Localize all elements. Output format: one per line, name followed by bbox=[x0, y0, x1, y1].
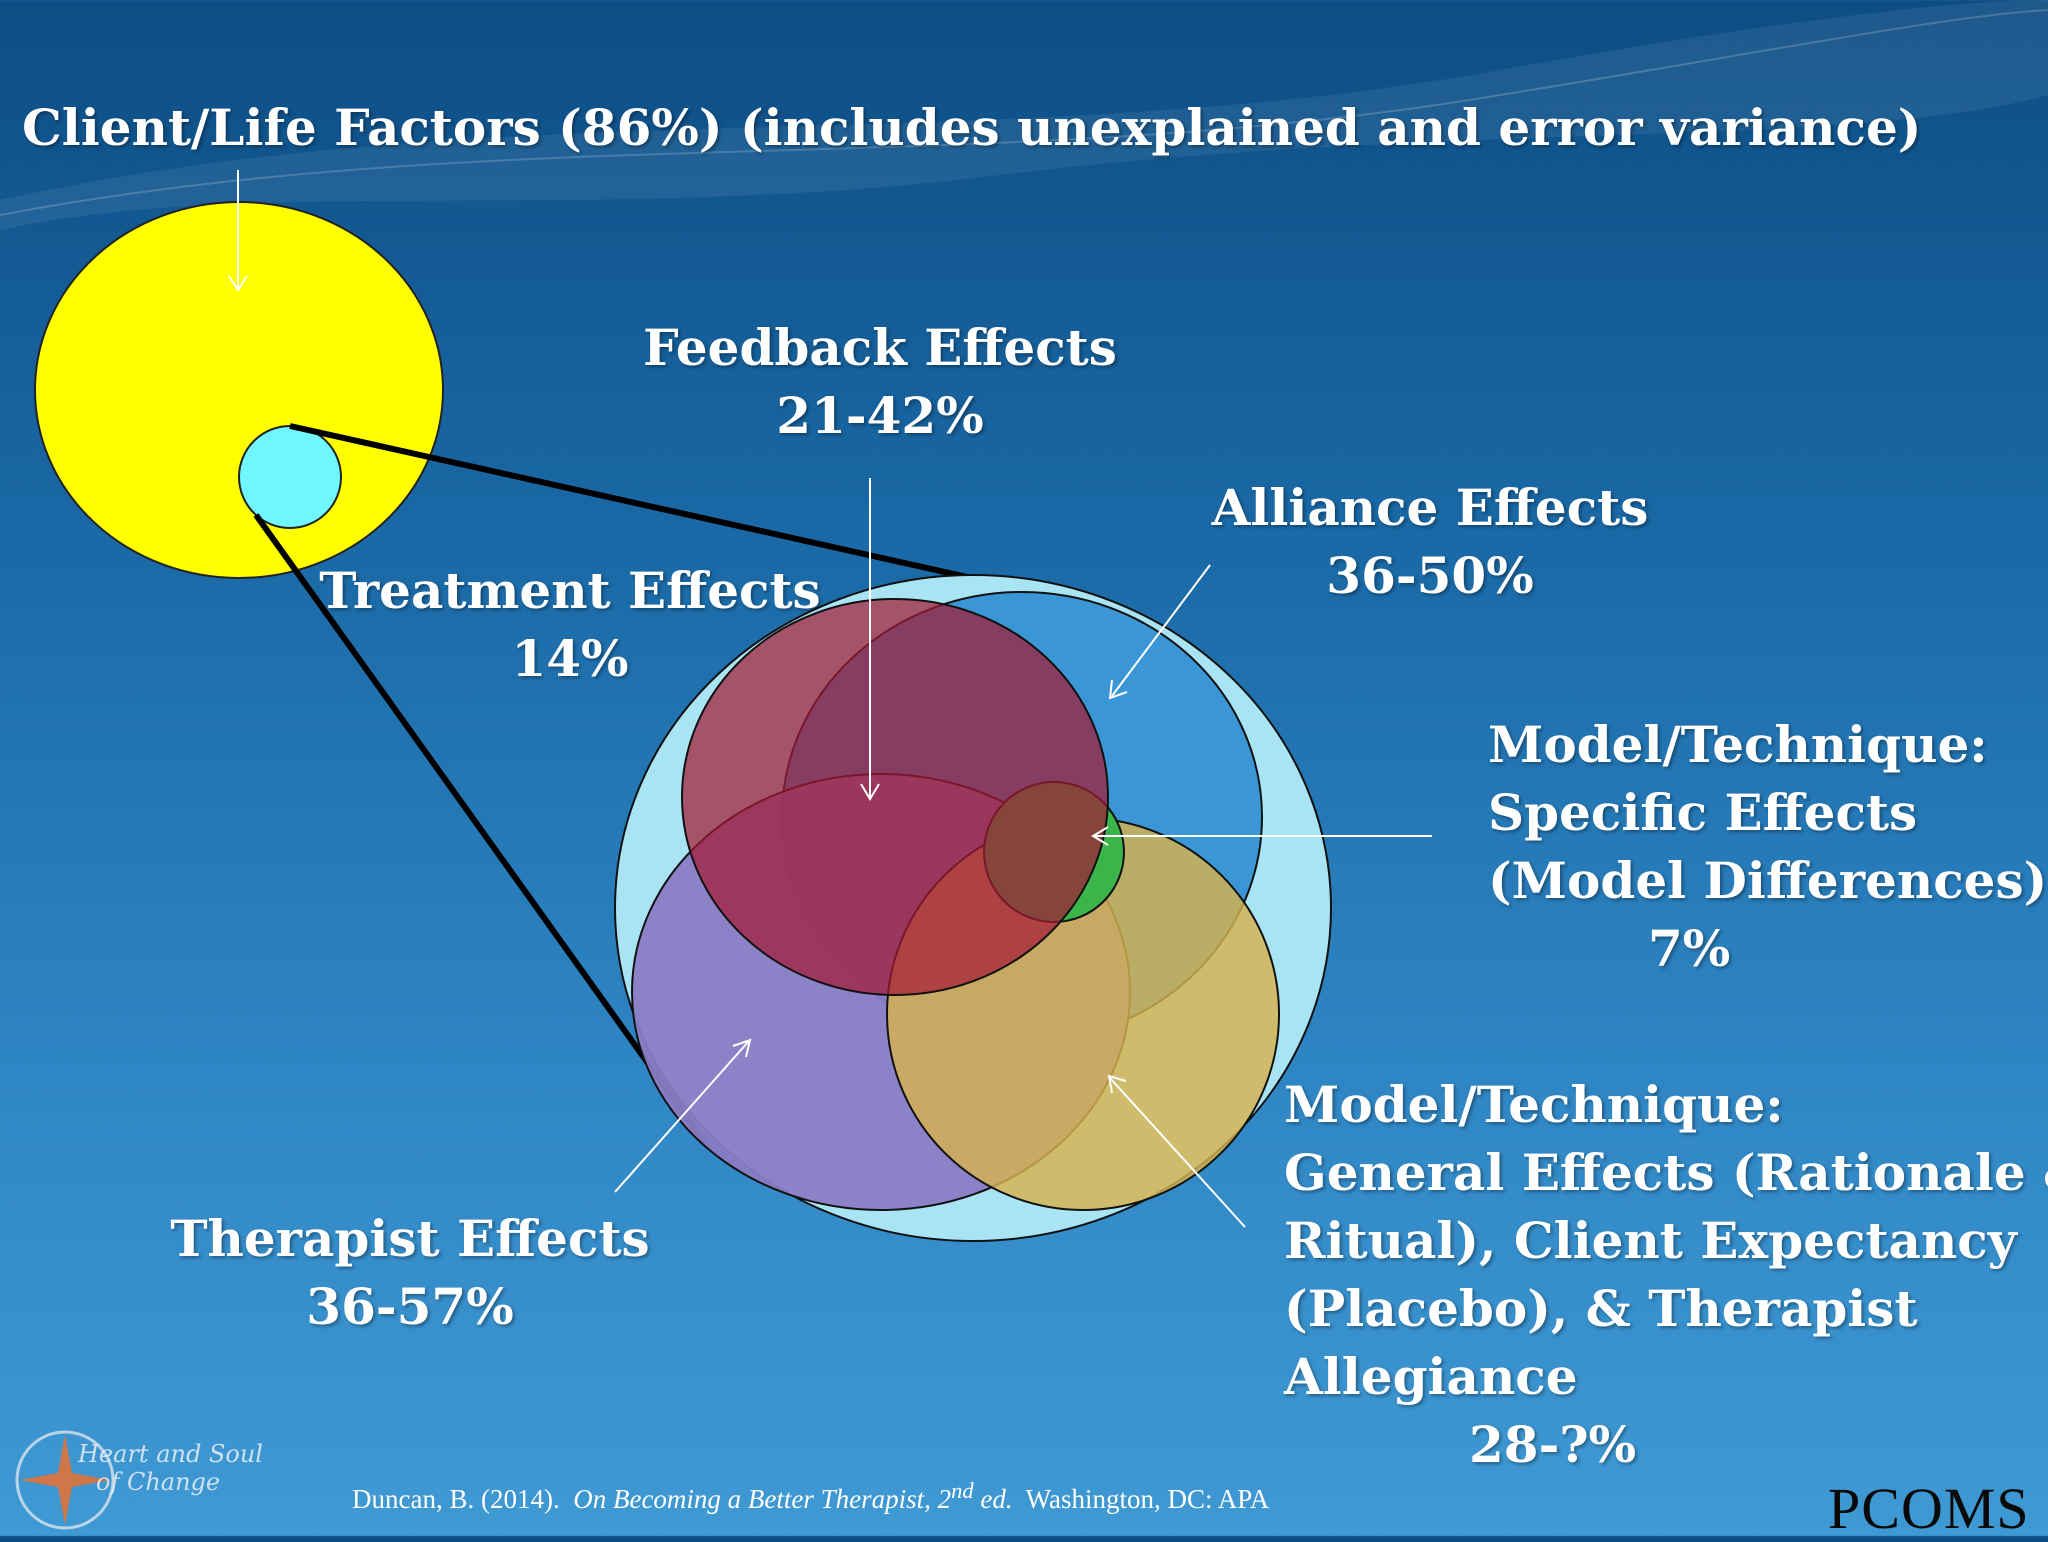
pcoms-logo: PCOMS bbox=[1828, 1476, 2030, 1541]
specific-effects-label: Model/Technique: Specific Effects (Model… bbox=[1488, 711, 2047, 983]
heart-and-soul-line1: Heart and Soul bbox=[78, 1440, 263, 1468]
treatment-small-circle bbox=[238, 425, 342, 529]
therapist-label: Therapist Effects 36-57% bbox=[170, 1205, 650, 1341]
heart-and-soul-text: Heart and Soul of Change bbox=[78, 1440, 263, 1496]
citation: Duncan, B. (2014). On Becoming a Better … bbox=[352, 1478, 1269, 1515]
general-line4: (Placebo), & Therapist bbox=[1284, 1279, 1918, 1338]
feedback-value: 21-42% bbox=[776, 386, 984, 445]
client-life-label: Client/Life Factors (86%) (includes unex… bbox=[22, 98, 1922, 157]
treatment-title: Treatment Effects bbox=[319, 561, 821, 620]
background-swoosh-2 bbox=[0, 9, 2048, 216]
citation-author: Duncan, B. (2014). bbox=[352, 1484, 560, 1514]
alliance-title: Alliance Effects bbox=[1211, 478, 1649, 537]
specific-line3: (Model Differences) bbox=[1488, 851, 2048, 910]
compass-star-icon bbox=[20, 1435, 110, 1525]
specific-line1: Model/Technique: bbox=[1488, 715, 1988, 774]
client-life-arrowhead bbox=[228, 275, 248, 292]
therapist-arrowhead bbox=[732, 1038, 752, 1058]
general-effects-label: Model/Technique: General Effects (Ration… bbox=[1284, 1071, 2048, 1479]
general-line5: Allegiance bbox=[1284, 1347, 1578, 1406]
feedback-circle bbox=[681, 598, 1109, 996]
treatment-value: 14% bbox=[511, 629, 629, 688]
feedback-label: Feedback Effects 21-42% bbox=[640, 314, 1120, 450]
general-arrow bbox=[1109, 1077, 1246, 1228]
compass-icon bbox=[15, 1430, 115, 1530]
therapist-value: 36-57% bbox=[306, 1277, 514, 1336]
alliance-arrow bbox=[1111, 564, 1211, 697]
general-line1: Model/Technique: bbox=[1284, 1075, 1784, 1134]
treatment-label: Treatment Effects 14% bbox=[310, 557, 830, 693]
feedback-arrowhead bbox=[860, 783, 880, 801]
zoom-line-top bbox=[289, 423, 1058, 600]
alliance-arrowhead bbox=[1108, 679, 1128, 700]
heart-and-soul-line2: of Change bbox=[96, 1468, 221, 1496]
general-arrowhead bbox=[1107, 1074, 1127, 1094]
general-value: 28-?% bbox=[1469, 1415, 1637, 1474]
therapist-arrow bbox=[614, 1041, 749, 1193]
specific-line2: Specific Effects bbox=[1488, 783, 1918, 842]
alliance-label: Alliance Effects 36-50% bbox=[1205, 474, 1655, 610]
heart-and-soul-logo bbox=[15, 1430, 115, 1530]
feedback-title: Feedback Effects bbox=[643, 318, 1117, 377]
citation-title: On Becoming a Better Therapist, 2nd ed. bbox=[573, 1478, 1013, 1514]
zoom-line-bottom bbox=[253, 513, 708, 1145]
specific-arrowhead bbox=[1091, 826, 1109, 846]
alliance-value: 36-50% bbox=[1326, 546, 1534, 605]
therapist-title: Therapist Effects bbox=[170, 1209, 650, 1268]
general-line3: Ritual), Client Expectancy bbox=[1284, 1211, 2017, 1270]
background-swoosh bbox=[0, 0, 2048, 230]
citation-publisher: Washington, DC: APA bbox=[1025, 1484, 1270, 1514]
specific-value: 7% bbox=[1648, 919, 1731, 978]
general-line2: General Effects (Rationale & bbox=[1284, 1143, 2048, 1202]
